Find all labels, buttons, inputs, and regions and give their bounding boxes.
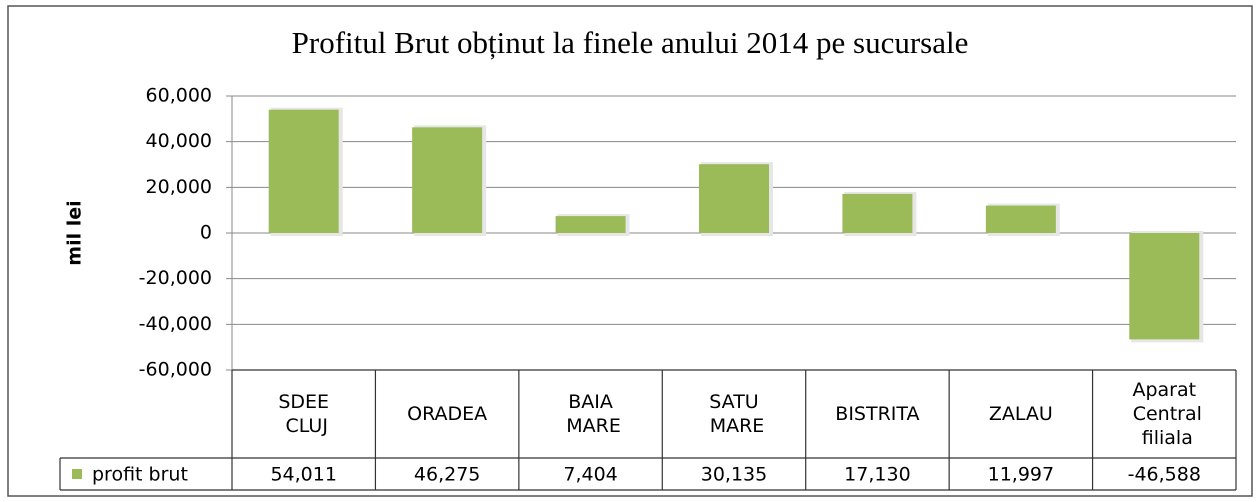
- x-tick-label: BAIA MARE: [560, 391, 621, 437]
- y-axis-label: mil lei: [64, 200, 86, 265]
- legend-swatch: [72, 469, 82, 479]
- bar: [412, 127, 483, 233]
- y-tick-label: 20,000: [146, 176, 212, 198]
- chart-title: Profitul Brut obținut la finele anului 2…: [292, 25, 969, 60]
- y-tick-label: -40,000: [139, 313, 212, 335]
- x-tick-label-line: ORADEA: [407, 403, 487, 425]
- x-tick-label: ORADEA: [407, 403, 487, 425]
- y-tick-label: -60,000: [139, 359, 212, 381]
- x-tick-label-line: BAIA: [568, 391, 613, 413]
- value-label: 11,997: [988, 464, 1054, 486]
- x-tick-label-line: BISTRITA: [835, 403, 919, 425]
- bar: [699, 164, 769, 233]
- x-tick-label-line: Aparat: [1132, 379, 1196, 401]
- x-tick-label-line: SATU: [709, 391, 758, 413]
- bar: [842, 193, 913, 233]
- x-tick-label: SATU MARE: [704, 391, 765, 437]
- x-tick-label-line: SDEE: [278, 391, 329, 413]
- value-label: 46,275: [414, 464, 480, 486]
- x-tick-label-line: CLUJ: [279, 415, 327, 437]
- legend-label: profit brut: [92, 464, 188, 486]
- value-label: 54,011: [270, 464, 336, 486]
- value-label: 30,135: [701, 464, 767, 486]
- x-tick-label: Aparat Central filiala: [1127, 379, 1202, 449]
- value-label: 7,404: [563, 464, 617, 486]
- x-tick-label-line: ZALAU: [989, 403, 1053, 425]
- x-tick-label-line: MARE: [704, 415, 765, 437]
- bar: [555, 216, 626, 233]
- x-tick-label: ZALAU: [989, 403, 1053, 425]
- x-tick-label-line: filiala: [1136, 427, 1193, 449]
- x-tick-label-line: MARE: [560, 415, 621, 437]
- x-tick-label: BISTRITA: [835, 403, 919, 425]
- x-tick-label: SDEE CLUJ: [278, 391, 329, 437]
- chart-border: [7, 5, 1253, 497]
- x-tick-label-line: Central: [1127, 403, 1202, 425]
- bar: [985, 205, 1056, 233]
- value-label: -46,588: [1128, 464, 1201, 486]
- bar: [1129, 233, 1200, 340]
- bar: [268, 109, 339, 233]
- y-tick-label: 40,000: [146, 130, 212, 152]
- y-tick-label: -20,000: [139, 267, 212, 289]
- y-tick-label: 0: [200, 222, 212, 244]
- value-label: 17,130: [844, 464, 910, 486]
- y-tick-label: 60,000: [146, 85, 212, 107]
